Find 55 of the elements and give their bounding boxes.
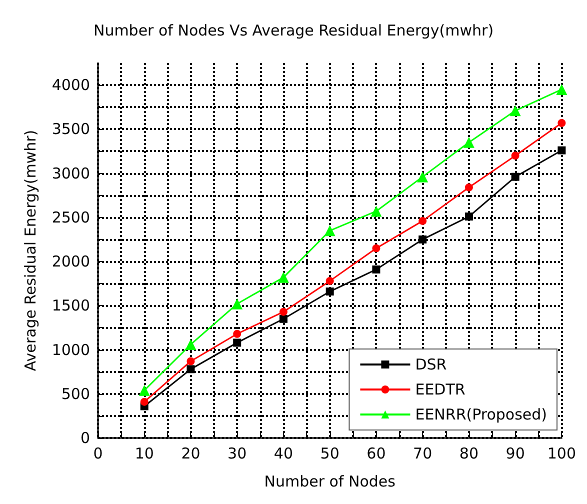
x-tick-label: 20 bbox=[181, 444, 200, 462]
point bbox=[233, 338, 242, 347]
y-tick-label: 0 bbox=[80, 429, 90, 447]
point bbox=[372, 265, 380, 274]
point bbox=[233, 330, 242, 338]
y-tick-label: 1500 bbox=[52, 296, 90, 315]
y-axis-title: Average Residual Energy(mwhr) bbox=[22, 130, 40, 372]
legend-label: DSR bbox=[415, 356, 447, 374]
point bbox=[464, 212, 473, 221]
point bbox=[326, 276, 334, 285]
x-tick-label: 50 bbox=[320, 444, 340, 462]
y-tick-label: 2000 bbox=[52, 252, 90, 271]
point bbox=[324, 225, 336, 236]
y-tick-label: 1000 bbox=[52, 340, 90, 359]
point bbox=[370, 206, 382, 217]
x-tick-label: 80 bbox=[459, 444, 478, 462]
point bbox=[372, 244, 380, 252]
point bbox=[417, 171, 428, 182]
x-tick-label: 30 bbox=[228, 444, 247, 462]
point bbox=[511, 172, 520, 181]
point bbox=[558, 119, 566, 127]
legend-label: EENRR(Proposed) bbox=[415, 406, 548, 424]
point bbox=[185, 338, 196, 350]
chart-title: Number of Nodes Vs Average Residual Energy(mwhr) bbox=[93, 22, 494, 40]
point bbox=[278, 272, 289, 283]
x-tick-label: 40 bbox=[274, 444, 294, 462]
point bbox=[511, 152, 520, 160]
x-tick-label: 0 bbox=[93, 444, 103, 462]
y-tick-label: 3500 bbox=[52, 120, 90, 138]
y-tick-label: 2500 bbox=[52, 208, 90, 226]
point bbox=[138, 384, 150, 396]
point bbox=[326, 288, 334, 296]
point bbox=[556, 84, 568, 95]
point bbox=[558, 146, 566, 154]
y-tick-label: 500 bbox=[61, 384, 90, 403]
point bbox=[140, 398, 148, 406]
point bbox=[186, 357, 195, 366]
x-tick-label: 10 bbox=[134, 444, 154, 462]
legend-label: EEDTR bbox=[415, 380, 466, 398]
point bbox=[463, 136, 474, 148]
point bbox=[279, 314, 288, 323]
point bbox=[510, 105, 521, 116]
point bbox=[418, 216, 427, 225]
x-tick-label: 60 bbox=[366, 444, 386, 462]
x-axis-title: Number of Nodes bbox=[264, 472, 396, 490]
y-tick-label: 4000 bbox=[52, 76, 90, 94]
x-tick-label: 90 bbox=[506, 444, 525, 462]
point bbox=[232, 298, 243, 310]
x-tick-label: 70 bbox=[413, 444, 432, 462]
point bbox=[418, 235, 427, 244]
point bbox=[464, 183, 473, 192]
y-tick-label: 3000 bbox=[52, 164, 90, 182]
point bbox=[279, 308, 288, 316]
x-tick-label: 100 bbox=[547, 444, 576, 462]
point bbox=[186, 365, 195, 374]
